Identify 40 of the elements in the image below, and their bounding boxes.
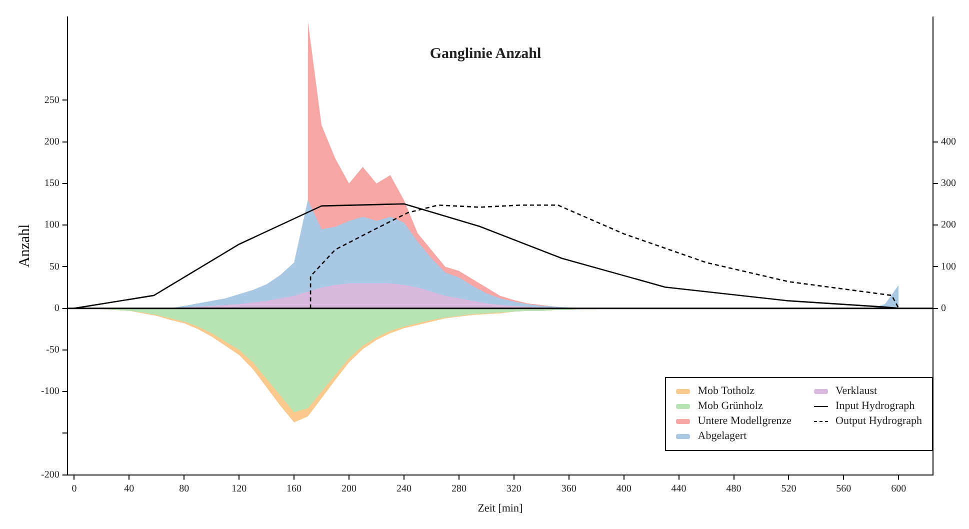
y-axis-title: Anzahl: [16, 224, 33, 268]
x-tick-label: 400: [616, 483, 632, 494]
x-axis-title: Zeit [min]: [478, 502, 523, 514]
y-tick-label: 200: [44, 136, 60, 148]
legend-label: Output Hydrograph: [836, 414, 922, 429]
y-tick-label: 0: [54, 302, 60, 314]
y-tick-label: 100: [44, 220, 60, 231]
y2-tick-label: 300: [941, 178, 956, 190]
y2-tick-label: 100: [941, 261, 956, 272]
x-tick-label: 0: [72, 483, 77, 494]
legend-label: Mob Grünholz: [698, 399, 763, 414]
legend-label: Untere Modellgrenze: [698, 414, 792, 429]
y-tick-label: -100: [40, 386, 60, 398]
x-tick-label: 360: [561, 483, 576, 494]
text: Ganglinie Anzahl: [428, 46, 542, 63]
x-tick-label: 160: [286, 483, 302, 494]
legend-label: Abgelagert: [698, 429, 747, 444]
legend-label: Verklaust: [836, 384, 878, 399]
legend-label: Input Hydrograph: [836, 399, 915, 414]
x-tick-label: 440: [671, 483, 686, 494]
x-tick-label: 560: [836, 483, 852, 494]
y-tick-label: 250: [44, 94, 60, 106]
x-tick-label: 320: [506, 483, 522, 494]
x-tick-label: 200: [342, 483, 357, 494]
y-tick-label: 150: [44, 178, 60, 190]
y2-tick-label: 0: [941, 302, 946, 314]
x-tick-label: 520: [781, 483, 796, 494]
y2-tick-label: 200: [941, 220, 956, 231]
x-tick-label: 280: [451, 483, 466, 494]
x-tick-label: 600: [891, 483, 906, 494]
y2-tick-label: 400: [941, 136, 956, 148]
x-tick-label: 240: [396, 483, 412, 494]
y-tick-label: -200: [40, 469, 60, 480]
x-tick-label: 40: [124, 483, 134, 494]
y-tick-label: 50: [49, 261, 60, 272]
legend-label: Mob Totholz: [698, 384, 755, 399]
y-tick-label: -50: [46, 344, 60, 356]
x-tick-label: 480: [726, 483, 742, 494]
x-tick-label: 80: [179, 483, 190, 494]
x-tick-label: 120: [232, 483, 247, 494]
